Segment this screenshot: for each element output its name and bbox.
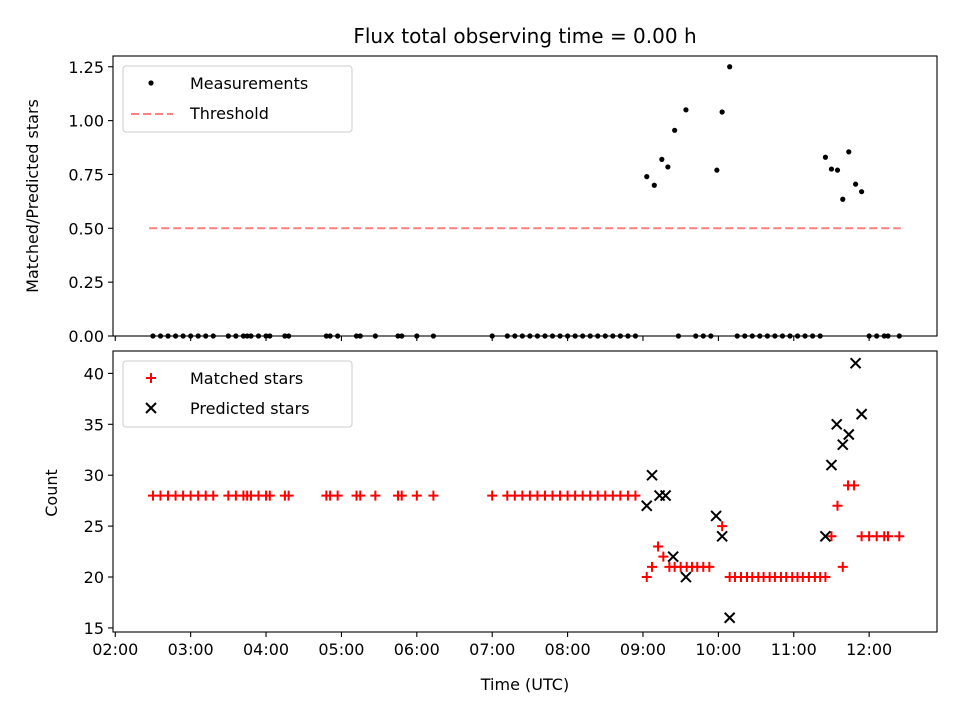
bottom-xtick-label: 07:00	[469, 640, 515, 659]
bottom-matched-star-point	[283, 490, 294, 501]
top-measurement-point	[828, 166, 835, 172]
top-plot-area: 0.00 0.25 0.50 0.75 1.00 1.25 Measurements Thre…	[68, 55, 938, 346]
top-measurement-point	[822, 154, 829, 160]
top-measurement-point	[683, 107, 689, 113]
top-measurement-point	[859, 189, 865, 195]
bottom-ytick-label: 20	[84, 568, 104, 587]
bottom-ytick-label: 15	[84, 619, 104, 638]
bottom-xtick-label: 12:00	[846, 640, 892, 659]
top-ytick-label: 1.00	[68, 112, 104, 131]
bottom-predicted-star-point	[849, 357, 862, 369]
bottom-xtick-label: 08:00	[545, 640, 591, 659]
bottom-xtick-label: 04:00	[243, 640, 289, 659]
bottom-xtick-label: 09:00	[620, 640, 666, 659]
bottom-predicted-star-point	[825, 459, 838, 471]
bottom-ytick-label: 30	[84, 466, 104, 485]
bottom-predicted-star-point	[667, 550, 679, 563]
bottom-matched-star-point	[820, 572, 831, 583]
top-measurement-point	[672, 127, 678, 133]
bottom-xtick-label: 05:00	[318, 640, 364, 659]
top-measurement-point	[714, 167, 720, 173]
top-measurement-point	[834, 167, 841, 173]
bottom-predicted-star-point	[843, 428, 855, 441]
top-legend: Measurements Threshold	[122, 65, 353, 133]
bottom-predicted-star-point	[659, 489, 672, 502]
top-measurement-point	[719, 109, 725, 115]
bottom-matched-star-point	[826, 531, 837, 542]
bottom-xtick-label: 10:00	[695, 640, 741, 659]
bottom-matched-star-point	[428, 490, 439, 501]
bottom-matched-star-point	[832, 500, 843, 511]
bottom-matched-star-point	[647, 561, 658, 572]
bottom-legend-label: Predicted stars	[190, 399, 310, 418]
bottom-matched-star-point	[837, 561, 848, 572]
top-ytick-label: 0.50	[68, 219, 104, 238]
top-measurement-point	[651, 182, 657, 188]
bottom-matched-star-point	[396, 490, 407, 501]
top-measurement-point	[840, 196, 846, 202]
bottom-matched-star-point	[882, 531, 893, 542]
bottom-axes-frame	[112, 350, 938, 633]
bottom-legend-predicted-swatch	[145, 402, 157, 414]
top-chart-title: Flux total observing time = 0.00 h	[353, 24, 696, 48]
top-ytick-label: 0.75	[68, 165, 104, 184]
top-measurement-point	[852, 181, 859, 187]
bottom-matched-star-point	[849, 480, 860, 491]
bottom-matched-star-point	[332, 490, 343, 501]
bottom-matched-star-point	[658, 551, 669, 562]
top-legend-measurement-swatch	[148, 80, 154, 86]
top-legend-box	[122, 65, 353, 133]
bottom-predicted-star-point	[837, 438, 849, 451]
bottom-predicted-star-point	[716, 530, 728, 543]
bottom-predicted-star-point	[819, 530, 832, 543]
bottom-matched-star-point	[717, 521, 728, 532]
bottom-xtick-label: 06:00	[394, 640, 440, 659]
bottom-matched-star-point	[653, 541, 664, 552]
bottom-xtick-label: 03:00	[168, 640, 214, 659]
top-chart-ylabel: Matched/Predicted stars	[23, 99, 42, 293]
bottom-legend: Matched stars Predicted stars	[122, 360, 353, 428]
bottom-predicted-star-point	[646, 469, 658, 481]
bottom-predicted-star-point	[710, 510, 722, 522]
bottom-plot-area: 02:00 03:00 04:00 05:00 06:00 07:00 08:00 09:00…	[84, 350, 938, 659]
bottom-matched-star-point	[630, 490, 641, 501]
bottom-matched-star-point	[894, 531, 905, 542]
bottom-ytick-label: 25	[84, 517, 104, 536]
bottom-predicted-star-point	[641, 500, 653, 512]
bottom-matched-star-point	[704, 561, 715, 572]
bottom-ytick-label: 40	[84, 364, 104, 383]
bottom-matched-star-point	[641, 572, 652, 583]
bottom-predicted-star-point	[723, 612, 736, 624]
top-measurement-point	[727, 64, 733, 70]
top-axes-frame	[112, 55, 938, 337]
bottom-predicted-star-point	[855, 408, 868, 420]
bottom-legend-label: Matched stars	[190, 369, 303, 388]
bottom-xtick-label: 11:00	[771, 640, 817, 659]
top-measurement-point	[659, 156, 665, 162]
top-ytick-label: 0.25	[68, 273, 104, 292]
bottom-matched-star-point	[411, 490, 422, 501]
top-ytick-label: 0.00	[68, 327, 104, 346]
bottom-chart-ylabel: Count	[42, 469, 61, 517]
bottom-predicted-star-point	[831, 418, 843, 431]
bottom-matched-star-point	[355, 490, 366, 501]
top-legend-label: Measurements	[190, 74, 308, 93]
bottom-matched-star-point	[264, 490, 275, 501]
top-legend-label: Threshold	[189, 104, 269, 123]
top-measurement-point	[846, 149, 852, 155]
top-measurement-point	[644, 174, 650, 180]
bottom-legend-box	[122, 360, 353, 428]
top-ytick-label: 1.25	[68, 58, 104, 77]
bottom-legend-matched-swatch	[146, 373, 156, 383]
bottom-matched-star-point	[370, 490, 381, 501]
bottom-matched-star-point	[208, 490, 219, 501]
bottom-chart-xlabel: Time (UTC)	[480, 675, 569, 694]
top-measurement-point	[665, 164, 671, 170]
bottom-predicted-star-point	[680, 571, 692, 583]
bottom-ytick-label: 35	[84, 415, 104, 434]
bottom-xtick-label: 02:00	[92, 640, 138, 659]
bottom-matched-star-point	[487, 490, 498, 501]
